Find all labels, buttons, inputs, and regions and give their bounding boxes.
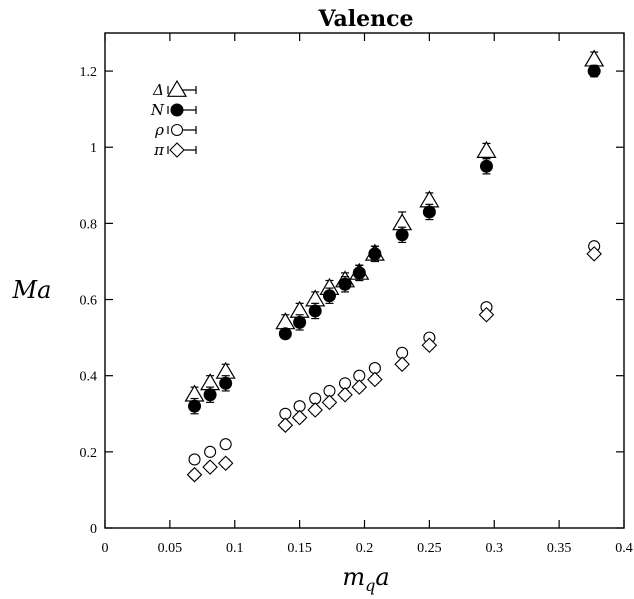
- data-point: [202, 459, 218, 475]
- legend-label: N: [150, 101, 165, 119]
- legend-entry: Δ: [152, 79, 197, 99]
- y-tick-label: 1: [90, 141, 97, 156]
- y-axis: 0 0.2 0.4 0.6 0.8 1 1.2: [80, 65, 624, 537]
- y-tick-label: 0.6: [80, 294, 98, 309]
- data-point: [478, 306, 495, 323]
- data-point: [204, 445, 217, 458]
- data-point: [476, 140, 497, 158]
- data-point: [422, 205, 436, 219]
- legend-entry: N: [150, 101, 197, 119]
- y-axis-label: Ma: [12, 276, 52, 304]
- series-open-circle: [188, 240, 601, 466]
- legend-marker: [169, 142, 185, 158]
- x-axis-label-tail: a: [375, 563, 389, 591]
- data-point: [277, 417, 294, 433]
- data-point: [421, 337, 438, 354]
- x-tick-label: 0.15: [287, 541, 312, 556]
- y-tick-label: 0.2: [80, 446, 98, 461]
- legend-marker: [170, 103, 184, 117]
- data-point: [219, 438, 232, 451]
- series-open-diamond: [186, 246, 602, 483]
- data-point: [352, 266, 366, 280]
- legend-label: ρ: [154, 121, 164, 139]
- data-point: [186, 466, 203, 483]
- x-axis-label-main: m: [342, 563, 365, 591]
- data-point: [203, 388, 217, 402]
- x-axis-label: mqa: [342, 563, 389, 595]
- y-tick-label: 0.4: [80, 370, 98, 385]
- data-point: [322, 289, 336, 303]
- x-tick-label: 0.3: [486, 541, 504, 556]
- data-point: [308, 304, 322, 318]
- data-point: [219, 376, 233, 390]
- legend-label: π: [153, 141, 165, 159]
- data-point: [321, 394, 338, 411]
- data-point: [188, 453, 201, 466]
- data-point: [584, 49, 605, 67]
- data-point: [338, 277, 352, 291]
- x-tick-label: 0.35: [547, 541, 572, 556]
- x-axis-label-subscript: q: [365, 576, 375, 595]
- chart-title: Valence: [317, 6, 413, 32]
- data-point: [586, 246, 602, 262]
- data-point: [479, 159, 493, 173]
- x-tick-label: 0.4: [615, 541, 633, 556]
- x-tick-label: 0.05: [158, 541, 183, 556]
- data-point: [394, 356, 410, 373]
- legend-marker: [166, 79, 188, 97]
- data-point: [587, 64, 601, 78]
- data-point: [307, 402, 323, 418]
- series-filled-circle: [188, 64, 601, 415]
- x-tick-label: 0.25: [417, 541, 442, 556]
- data-point: [368, 247, 382, 261]
- data-series: [184, 49, 605, 483]
- x-tick-label: 0.1: [226, 541, 244, 556]
- legend-marker: [170, 123, 184, 137]
- y-tick-label: 0: [90, 522, 97, 537]
- data-point: [395, 228, 409, 242]
- data-point: [351, 379, 368, 395]
- x-tick-label: 0: [102, 541, 109, 556]
- data-point: [293, 315, 307, 329]
- x-tick-label: 0.2: [356, 541, 374, 556]
- data-point: [337, 386, 353, 403]
- series-open-triangle: [184, 49, 605, 403]
- x-axis: 0 0.05 0.1 0.15 0.2 0.25 0.3 0.35 0.4: [102, 33, 633, 556]
- legend-entry: π: [153, 141, 197, 159]
- data-point: [188, 399, 202, 413]
- data-point: [217, 455, 234, 472]
- data-point: [367, 371, 383, 388]
- data-point: [291, 409, 308, 426]
- y-tick-label: 0.8: [80, 217, 98, 232]
- data-point: [278, 327, 292, 341]
- y-tick-label: 1.2: [80, 65, 98, 80]
- legend-entry: ρ: [154, 121, 197, 139]
- legend-label: Δ: [152, 81, 164, 99]
